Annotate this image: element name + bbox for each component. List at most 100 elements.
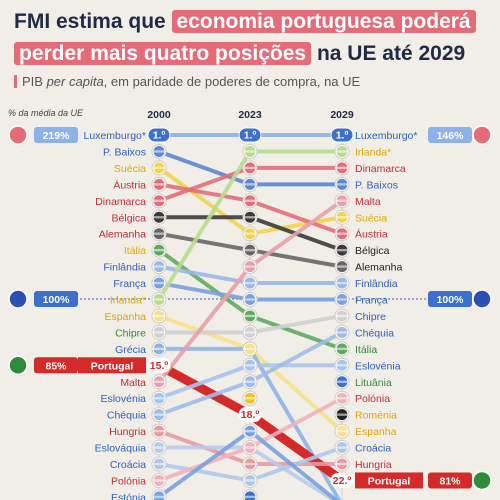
flag-marker-band bbox=[244, 380, 256, 383]
portugal-value-2029-value: 81% bbox=[439, 475, 461, 487]
flag-marker-band bbox=[153, 462, 165, 466]
subtitle-text: , em paridade de poderes de compra, na U… bbox=[103, 74, 361, 89]
flag-marker-band bbox=[336, 380, 348, 383]
label-2000-9: França bbox=[113, 278, 146, 290]
flag-marker-band bbox=[336, 429, 348, 433]
lux-value-2029-value: 146% bbox=[437, 130, 465, 142]
title-highlight: perder mais quatro posições bbox=[14, 42, 312, 65]
flag-marker-band bbox=[244, 331, 256, 334]
flag-marker-band bbox=[153, 397, 165, 400]
label-2029-12: Chéquia bbox=[355, 327, 394, 339]
flag-marker-band bbox=[336, 232, 348, 235]
flag-marker-band bbox=[153, 166, 165, 170]
rank-badge-first bbox=[330, 127, 354, 143]
flag-marker-band bbox=[244, 429, 256, 433]
lux-value-2000 bbox=[34, 127, 78, 143]
label-2029-15: Lituânia bbox=[355, 377, 392, 389]
label-2029-11: Chipre bbox=[355, 311, 386, 323]
eu-value-2000 bbox=[34, 291, 78, 308]
flag-marker-band bbox=[336, 314, 348, 318]
flag-marker-band bbox=[336, 446, 348, 449]
label-2000-18: Hungria bbox=[109, 426, 146, 438]
flag-marker-band bbox=[244, 479, 256, 482]
flag-marker-band bbox=[336, 413, 348, 416]
flag-marker-band bbox=[244, 298, 256, 301]
label-2029-3: P. Baixos bbox=[355, 179, 398, 191]
label-2029-6: Áustria bbox=[355, 228, 388, 241]
label-2029-10: França bbox=[355, 295, 388, 307]
flag-marker-band bbox=[244, 462, 256, 466]
label-2000-3: Áustria bbox=[113, 178, 146, 191]
flag-marker-band bbox=[153, 380, 165, 383]
flag-marker-band bbox=[244, 199, 256, 202]
chart-title: FMI estima que economia portuguesa poder… bbox=[0, 0, 500, 98]
lux-value-2029 bbox=[428, 127, 472, 143]
rank-badge-first-label: 1.º bbox=[153, 130, 166, 142]
flag-marker-band bbox=[153, 479, 165, 482]
flag-marker-band bbox=[336, 248, 348, 252]
label-2029-2: Dinamarca bbox=[355, 163, 406, 175]
lux-value-2000-value: 219% bbox=[43, 130, 71, 142]
subtitle-italic: per capita bbox=[46, 74, 104, 89]
flag-marker-band bbox=[244, 347, 256, 351]
flag-marker-band bbox=[153, 446, 165, 449]
label-2029-4: Malta bbox=[355, 196, 381, 208]
rank-badge-portugal-2000-label: 15.º bbox=[150, 360, 169, 372]
label-2029-0: Luxemburgo* bbox=[355, 130, 417, 142]
title-text: na UE até 2029 bbox=[316, 42, 466, 65]
eu-value-2029 bbox=[428, 291, 472, 308]
label-2029-20: Hungria bbox=[355, 459, 392, 471]
label-2029-17: Roménia bbox=[355, 410, 397, 422]
label-2000-7: Itália bbox=[124, 245, 146, 257]
flag-marker-band bbox=[244, 446, 256, 449]
eu-flag-icon bbox=[472, 289, 492, 309]
flag-marker-band bbox=[244, 166, 256, 170]
subtitle-text: PIB bbox=[22, 74, 47, 89]
flag-marker-band bbox=[153, 413, 165, 416]
portugal-label-2000: Portugal bbox=[91, 360, 134, 372]
portugal-flag-icon bbox=[472, 470, 492, 491]
label-2000-13: Grécia bbox=[115, 344, 146, 356]
rank-badge-portugal-2000 bbox=[147, 357, 171, 373]
flag-marker-band bbox=[336, 166, 348, 170]
portugal-label-2029-bg bbox=[355, 472, 423, 489]
eu-value-2000-value: 100% bbox=[43, 294, 71, 306]
label-2000-12: Chipre bbox=[115, 327, 146, 339]
label-2029-19: Croácia bbox=[355, 443, 391, 455]
column-header-2000: 2000 bbox=[147, 109, 171, 121]
rank-badge-first-label: 1.º bbox=[336, 130, 349, 142]
rank-badge-portugal-2023-label: 18.º bbox=[241, 409, 260, 421]
flag-marker-band bbox=[153, 232, 165, 235]
label-2000-2: Suécia bbox=[114, 163, 146, 175]
flag-marker-band bbox=[153, 281, 165, 285]
flag-marker-band bbox=[336, 216, 348, 219]
label-2029-8: Alemanha bbox=[355, 262, 402, 274]
flag-marker-band bbox=[336, 183, 348, 186]
portugal-flag-icon bbox=[8, 355, 28, 376]
luxembourg-flag-icon bbox=[8, 125, 28, 145]
flag-marker-band bbox=[244, 281, 256, 285]
portugal-label-2000-bg bbox=[78, 357, 146, 374]
label-2000-19: Eslováquia bbox=[95, 443, 147, 455]
label-2000-20: Croácia bbox=[110, 459, 146, 471]
flag-marker-band bbox=[244, 495, 256, 499]
label-2000-15: Malta bbox=[120, 377, 146, 389]
column-header-2029: 2029 bbox=[330, 109, 354, 121]
flag-marker-band bbox=[336, 331, 348, 334]
flag-marker-band bbox=[244, 314, 256, 318]
portugal-value-2000-value: 85% bbox=[45, 360, 67, 372]
label-2000-6: Alemanha bbox=[99, 229, 146, 241]
flag-marker-band bbox=[153, 150, 165, 153]
rank-badge-portugal-2029-label: 22.º bbox=[333, 475, 352, 487]
label-2000-4: Dinamarca bbox=[95, 196, 146, 208]
flag-marker-band bbox=[244, 232, 256, 235]
label-2000-21: Polónia bbox=[111, 475, 146, 487]
flag-marker-band bbox=[336, 281, 348, 285]
label-2000-0: Luxemburgo* bbox=[84, 130, 146, 142]
flag-marker-band bbox=[153, 183, 165, 186]
flag-marker-band bbox=[153, 314, 165, 318]
flag-marker-band bbox=[153, 216, 165, 219]
flag-marker-band bbox=[244, 397, 256, 400]
axis-note: % da média da UE bbox=[8, 108, 84, 118]
rank-badge-first bbox=[147, 127, 171, 143]
